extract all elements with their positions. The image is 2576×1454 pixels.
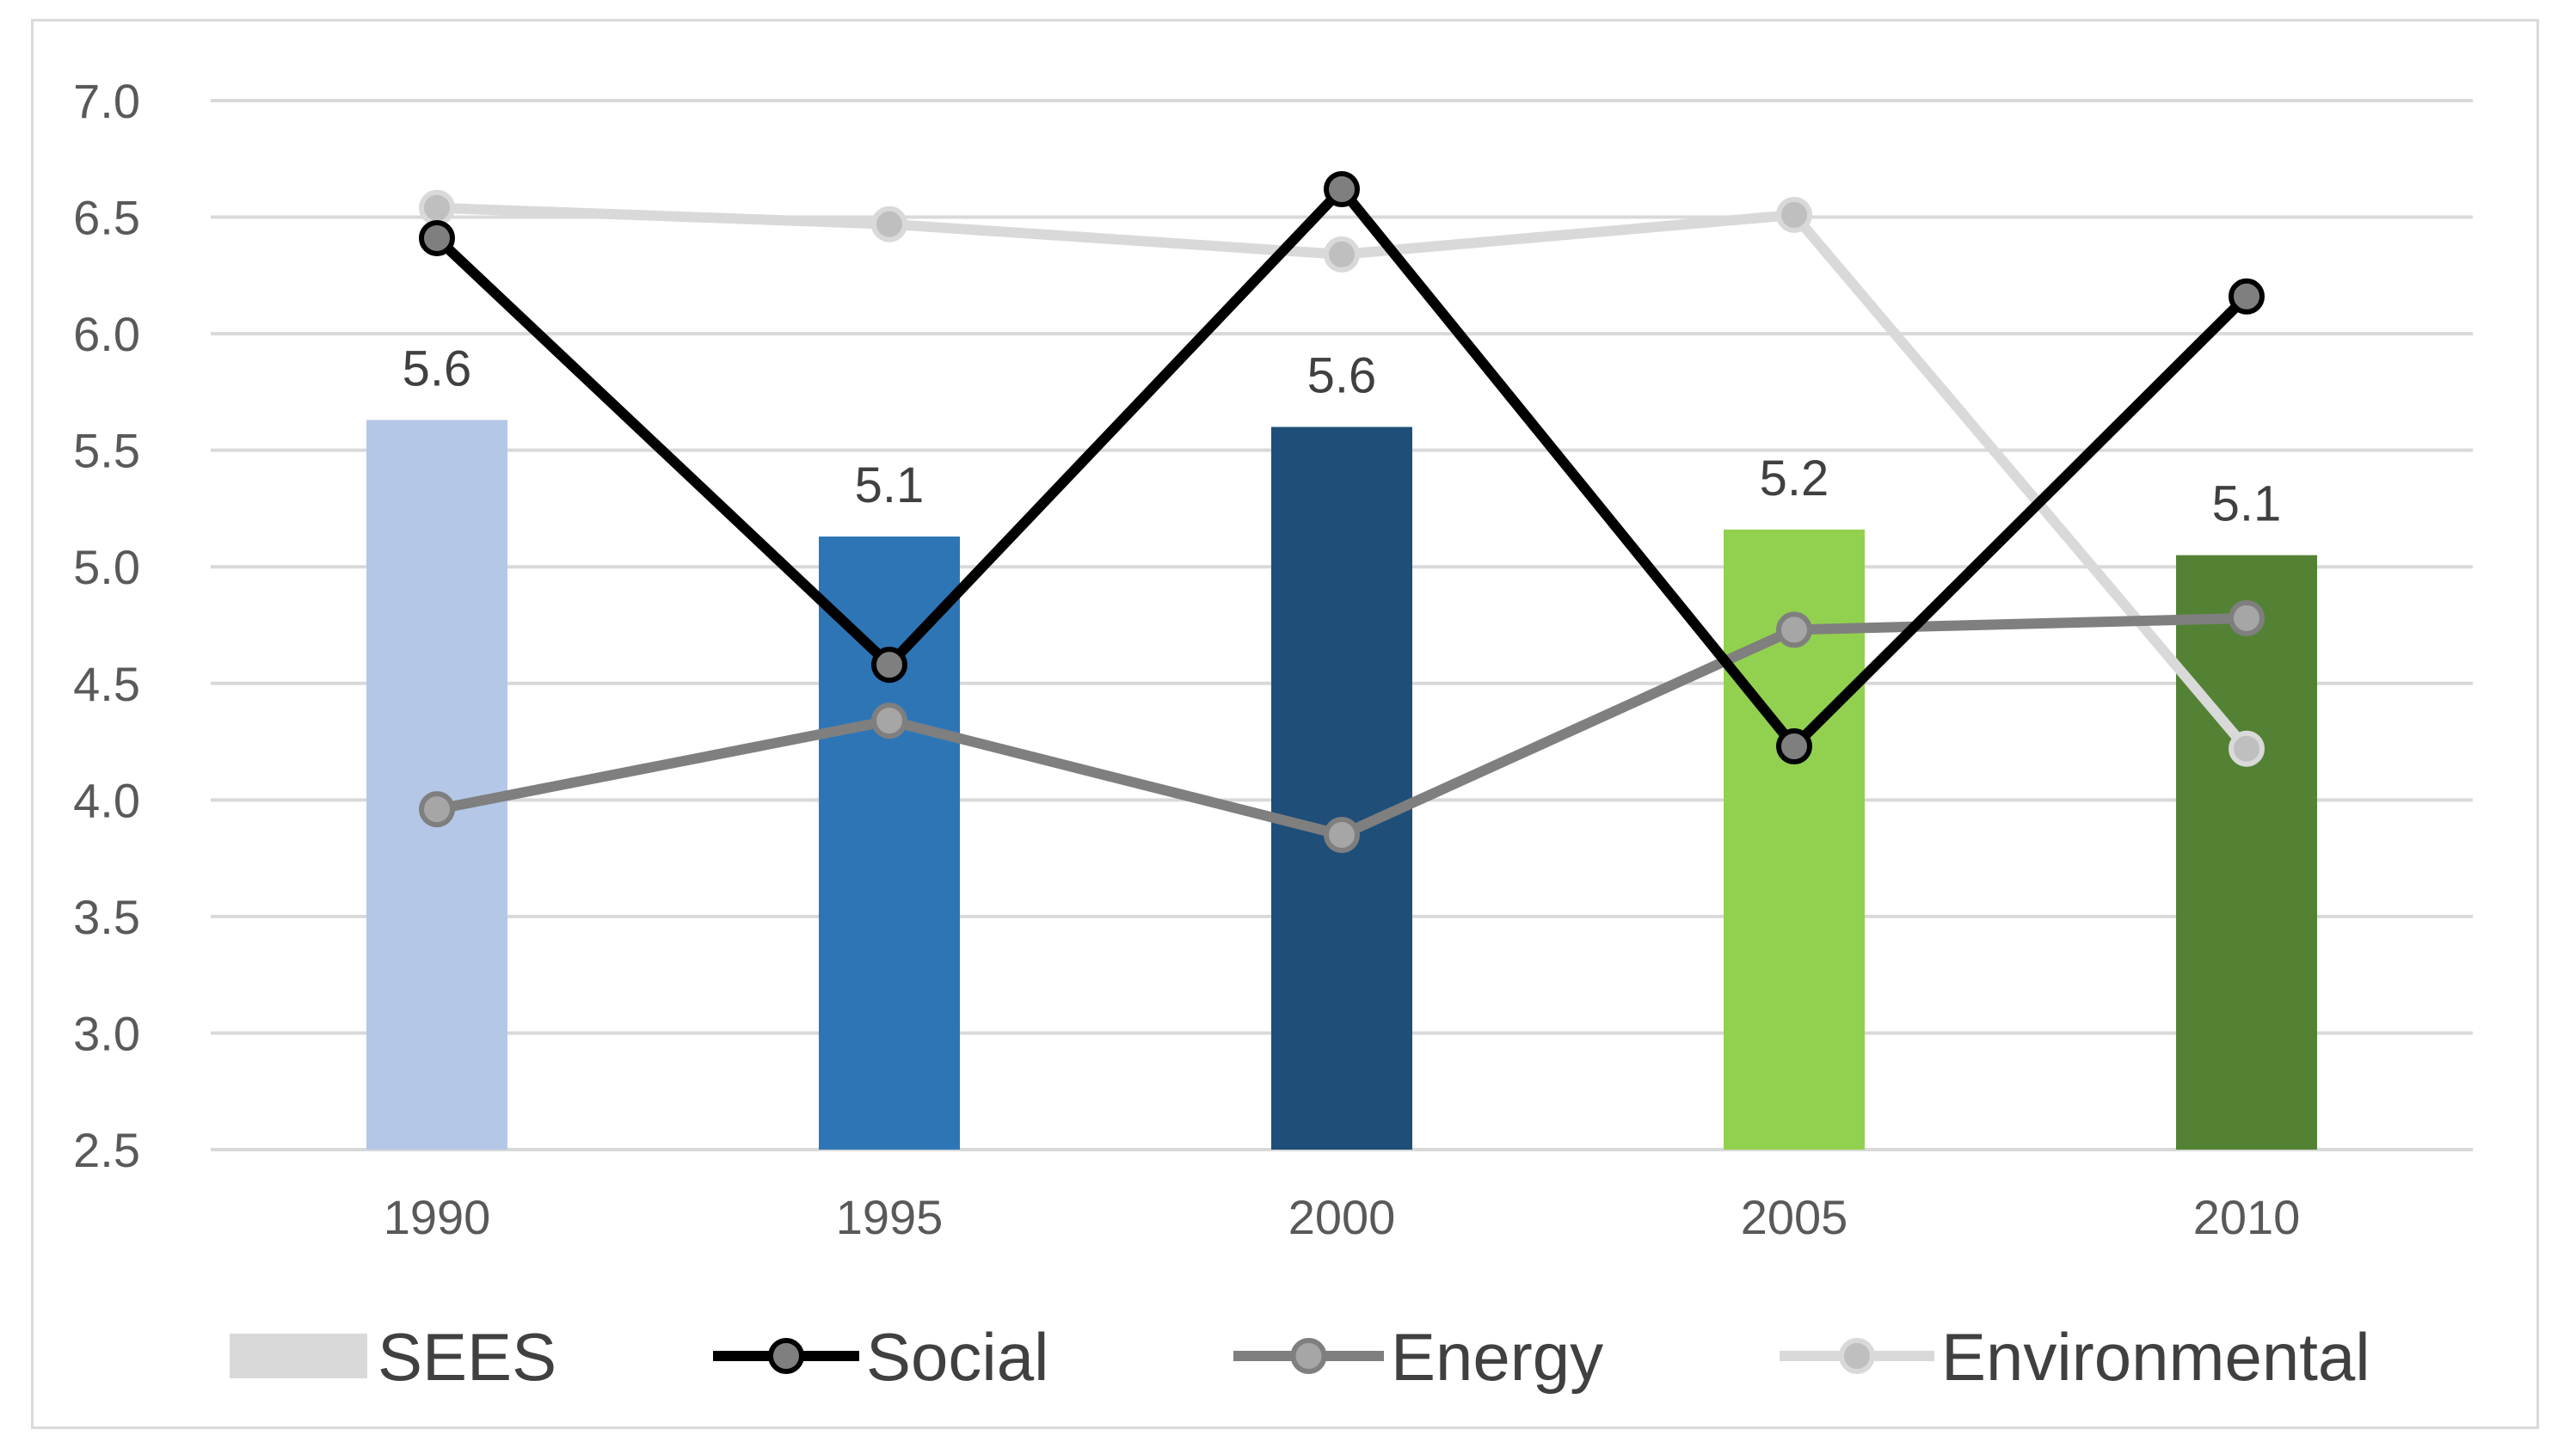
series-marker-social	[1324, 171, 1360, 208]
legend-label-energy: Energy	[1391, 1319, 1603, 1395]
series-marker-environmental	[1324, 236, 1360, 273]
legend-label-sees: SEES	[378, 1319, 556, 1395]
series-marker-energy	[2229, 599, 2265, 636]
legend-label-environmental: Environmental	[1941, 1319, 2370, 1395]
sees-data-label: 5.6	[1307, 348, 1377, 404]
series-marker-environmental	[871, 206, 907, 242]
sees-bar	[819, 536, 960, 1150]
sees-bar	[2176, 555, 2317, 1150]
series-marker-environmental	[1776, 196, 1812, 233]
y-tick-label: 2.5	[73, 1123, 140, 1177]
series-marker-social	[419, 219, 455, 256]
series-marker-social	[871, 647, 907, 684]
series-marker-energy	[1324, 817, 1360, 853]
x-tick-label: 1995	[836, 1190, 944, 1244]
y-tick-label: 3.5	[73, 890, 140, 944]
legend-marker-social	[768, 1338, 804, 1374]
y-tick-label: 7.0	[73, 74, 140, 128]
sees-data-label: 5.6	[403, 340, 472, 396]
x-tick-label: 1990	[384, 1190, 491, 1244]
line-layer	[419, 171, 2265, 853]
series-marker-energy	[419, 791, 455, 828]
legend-label-social: Social	[866, 1319, 1048, 1395]
sees-data-label: 5.1	[855, 457, 925, 513]
series-marker-energy	[871, 702, 907, 739]
y-tick-label: 6.0	[73, 307, 140, 361]
chart-frame: 2.5 3.0 3.5 4.0 4.5 5.0 5.5 6.0 6.5 7.0 1990 1995 20…	[31, 19, 2539, 1429]
label-layer: 5.6 5.1 5.6 5.2 5.1	[403, 340, 2282, 531]
x-tick-label: 2010	[2193, 1190, 2301, 1244]
y-tick-label: 6.5	[73, 191, 140, 245]
y-tick-label: 5.0	[73, 540, 140, 594]
y-tick-label: 4.5	[73, 657, 140, 711]
series-marker-social	[1776, 727, 1812, 764]
series-marker-social	[2229, 278, 2265, 315]
x-tick-label: 2000	[1288, 1190, 1396, 1244]
series-marker-energy	[1776, 611, 1812, 648]
legend-layer: SEES Social Energy Environmental	[230, 1319, 2370, 1395]
x-tick-label: 2005	[1741, 1190, 1848, 1244]
legend-marker-environmental	[1839, 1338, 1875, 1374]
series-marker-environmental	[419, 189, 455, 226]
sees-bar	[366, 420, 507, 1150]
y-tick-label: 3.0	[73, 1006, 140, 1060]
legend-swatch-sees	[230, 1334, 367, 1378]
y-tick-label: 4.0	[73, 773, 140, 827]
bar-layer	[366, 420, 2317, 1150]
chart-svg: 2.5 3.0 3.5 4.0 4.5 5.0 5.5 6.0 6.5 7.0 1990 1995 20…	[73, 74, 2473, 1395]
series-marker-environmental	[2229, 730, 2265, 767]
legend-marker-energy	[1290, 1338, 1327, 1374]
sees-data-label: 5.2	[1760, 451, 1829, 506]
sees-data-label: 5.1	[2212, 476, 2282, 532]
y-tick-label: 5.5	[73, 424, 140, 478]
sees-bar	[1271, 426, 1412, 1150]
